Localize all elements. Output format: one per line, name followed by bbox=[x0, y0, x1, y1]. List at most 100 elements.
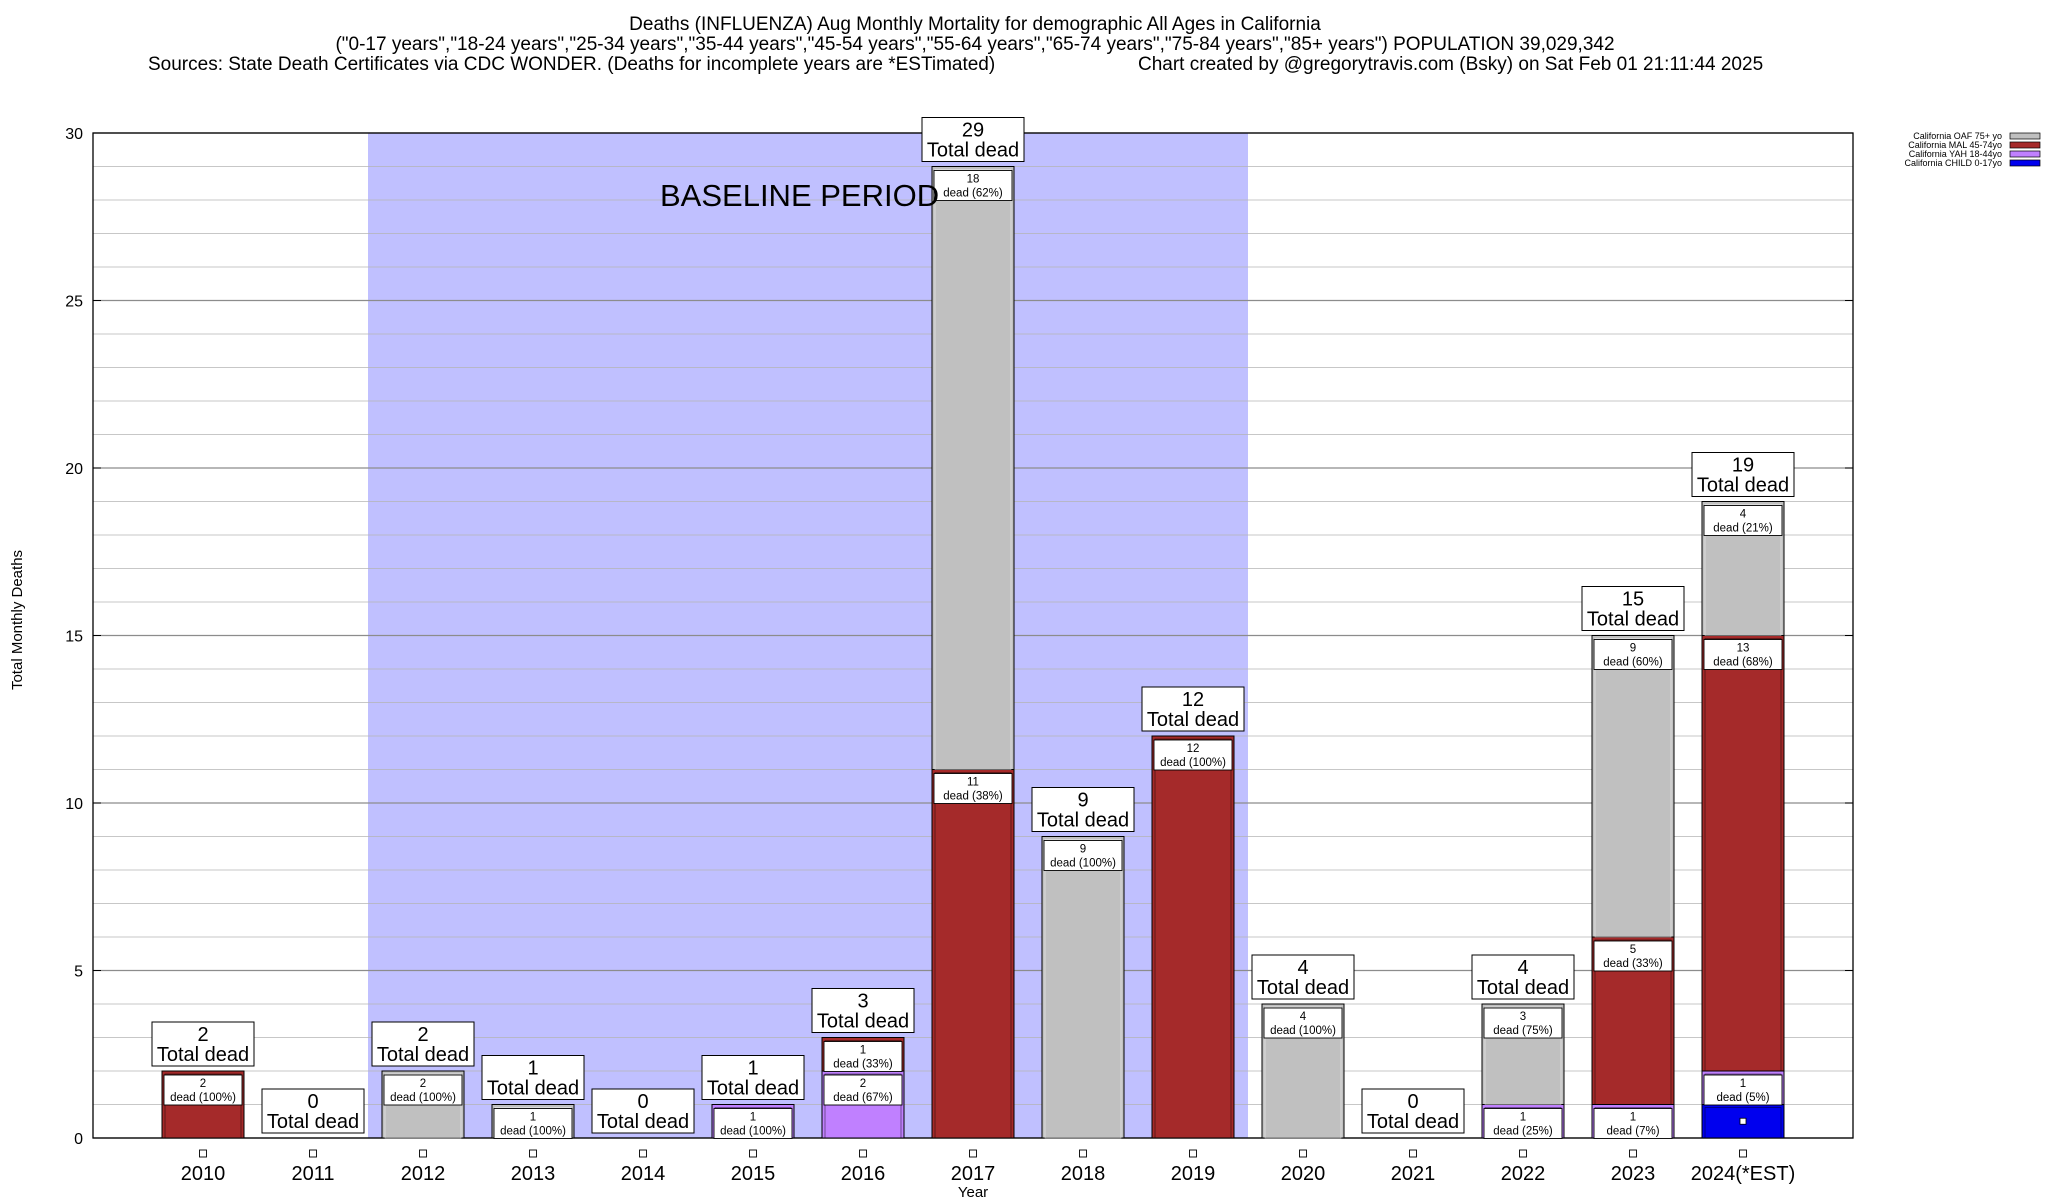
x-tick-label: 2015 bbox=[731, 1163, 776, 1185]
total-label-text: Total dead bbox=[157, 1044, 249, 1066]
x-tick-marker bbox=[1189, 1149, 1197, 1158]
chart-title: Deaths (INFLUENZA) Aug Monthly Mortality… bbox=[629, 14, 1321, 35]
x-tick-label: 2023 bbox=[1611, 1163, 1656, 1185]
total-label-box bbox=[1471, 954, 1575, 1000]
segment-label-count: 18 bbox=[967, 174, 980, 186]
x-tick-label: 2011 bbox=[291, 1163, 334, 1185]
x-tick-marker bbox=[859, 1149, 867, 1158]
segment-label-pct: dead (100%) bbox=[390, 1092, 456, 1104]
total-label-box bbox=[701, 1055, 805, 1100]
segment-label-count: 11 bbox=[967, 777, 979, 789]
x-tick-marker bbox=[309, 1149, 317, 1158]
legend-swatch bbox=[2009, 159, 2041, 167]
segment-label-box bbox=[823, 1041, 903, 1072]
legend-swatch bbox=[2009, 132, 2041, 140]
segment-label-pct: dead (100%) bbox=[1270, 1025, 1336, 1037]
x-tick-marker bbox=[1079, 1149, 1087, 1158]
total-label-text: Total dead bbox=[487, 1078, 579, 1100]
total-label-count: 12 bbox=[1182, 689, 1204, 711]
segment-label-box bbox=[1593, 639, 1673, 670]
bar-segment-inner bbox=[1704, 638, 1782, 1072]
segment-label-box bbox=[1153, 739, 1233, 771]
segment-label-count: 4 bbox=[1300, 1011, 1307, 1023]
segment-label-count: 2 bbox=[200, 1078, 206, 1090]
x-tick-marker bbox=[1739, 1149, 1747, 1158]
segment-label-pct: dead (68%) bbox=[1713, 657, 1773, 669]
bar-segment-inner bbox=[1484, 1006, 1562, 1105]
bar-segment-inner bbox=[1044, 839, 1122, 1139]
x-tick-label: 2017 bbox=[951, 1163, 996, 1185]
total-label-count: 29 bbox=[962, 120, 984, 142]
segment-label-box bbox=[823, 1074, 903, 1106]
segment-label-pct: dead (7%) bbox=[1606, 1126, 1659, 1138]
chart-credit: Chart created by @gregorytravis.com (Bsk… bbox=[1138, 54, 1764, 75]
x-tick-label: 2024(*EST) bbox=[1691, 1163, 1796, 1185]
segment-label-count: 2 bbox=[420, 1078, 426, 1090]
total-label-count: 15 bbox=[1622, 589, 1644, 611]
total-label-box bbox=[151, 1021, 255, 1067]
total-label-count: 19 bbox=[1732, 455, 1754, 477]
bar-segment-inner bbox=[1594, 939, 1672, 1105]
total-label-count: 1 bbox=[747, 1058, 758, 1080]
legend-swatch bbox=[2009, 150, 2041, 158]
legend-entry-label: California CHILD 0-17yo bbox=[1904, 158, 2002, 168]
total-label-text: Total dead bbox=[1037, 810, 1129, 832]
total-label-box bbox=[1691, 452, 1795, 497]
total-label-box bbox=[591, 1088, 695, 1134]
segment-label-box bbox=[1483, 1007, 1563, 1039]
total-label-box bbox=[811, 988, 915, 1033]
segment-label-count: 1 bbox=[1630, 1112, 1636, 1124]
legend-swatch bbox=[2009, 141, 2041, 149]
segment-label-pct: dead (75%) bbox=[1493, 1025, 1553, 1037]
segment-label-pct: dead (100%) bbox=[1160, 757, 1226, 769]
total-label-text: Total dead bbox=[1587, 609, 1679, 631]
x-tick-marker bbox=[1519, 1149, 1527, 1158]
x-tick-label: 2022 bbox=[1501, 1163, 1546, 1185]
baseline-label: BASELINE PERIOD bbox=[660, 178, 939, 213]
segment-label-box bbox=[493, 1108, 573, 1139]
segment-label-pct: dead (25%) bbox=[1493, 1126, 1553, 1138]
x-tick-label: 2016 bbox=[841, 1163, 886, 1185]
bar-segment bbox=[1591, 635, 1675, 938]
total-label-count: 4 bbox=[1297, 957, 1308, 979]
x-tick-label: 2014 bbox=[621, 1163, 666, 1185]
bar-segment bbox=[1041, 836, 1125, 1139]
bar-segment-inner bbox=[1704, 1107, 1782, 1139]
bar-group-2023: 1 dead (7%) 5 dead (33%) 9 dead (60%) 15Total … bbox=[1581, 586, 1685, 1185]
segment-label-pct: dead (33%) bbox=[1603, 958, 1663, 970]
segment-label-pct: dead (5%) bbox=[1716, 1092, 1769, 1104]
total-label-box bbox=[1031, 787, 1135, 832]
bar-segment-inner bbox=[824, 1073, 902, 1139]
x-tick-marker bbox=[969, 1149, 977, 1158]
bar-segment-inner bbox=[1264, 1006, 1342, 1139]
segment-label-pct: dead (38%) bbox=[943, 791, 1003, 803]
bar-segment-inner bbox=[164, 1073, 242, 1139]
total-label-text: Total dead bbox=[1147, 709, 1239, 731]
segment-label-box bbox=[383, 1074, 463, 1106]
x-tick-label: 2020 bbox=[1281, 1163, 1326, 1185]
total-label-text: Total dead bbox=[1257, 977, 1349, 999]
legend-entry-label: California MAL 45-74yo bbox=[1908, 140, 2002, 150]
x-tick-marker bbox=[419, 1149, 427, 1158]
bar-segment bbox=[931, 166, 1015, 770]
total-label-text: Total dead bbox=[1367, 1111, 1459, 1133]
bar-segment-inner bbox=[384, 1073, 462, 1139]
segment-label-box bbox=[713, 1108, 793, 1139]
total-label-box bbox=[371, 1021, 475, 1067]
x-tick-marker bbox=[639, 1149, 647, 1158]
x-axis-label: Year bbox=[958, 1184, 988, 1200]
bar-segment bbox=[931, 769, 1015, 1139]
x-tick-label: 2018 bbox=[1061, 1163, 1106, 1185]
segment-label-count: 1 bbox=[750, 1112, 756, 1124]
segment-label-count: 1 bbox=[1520, 1112, 1526, 1124]
bar-segment bbox=[1151, 735, 1235, 1139]
